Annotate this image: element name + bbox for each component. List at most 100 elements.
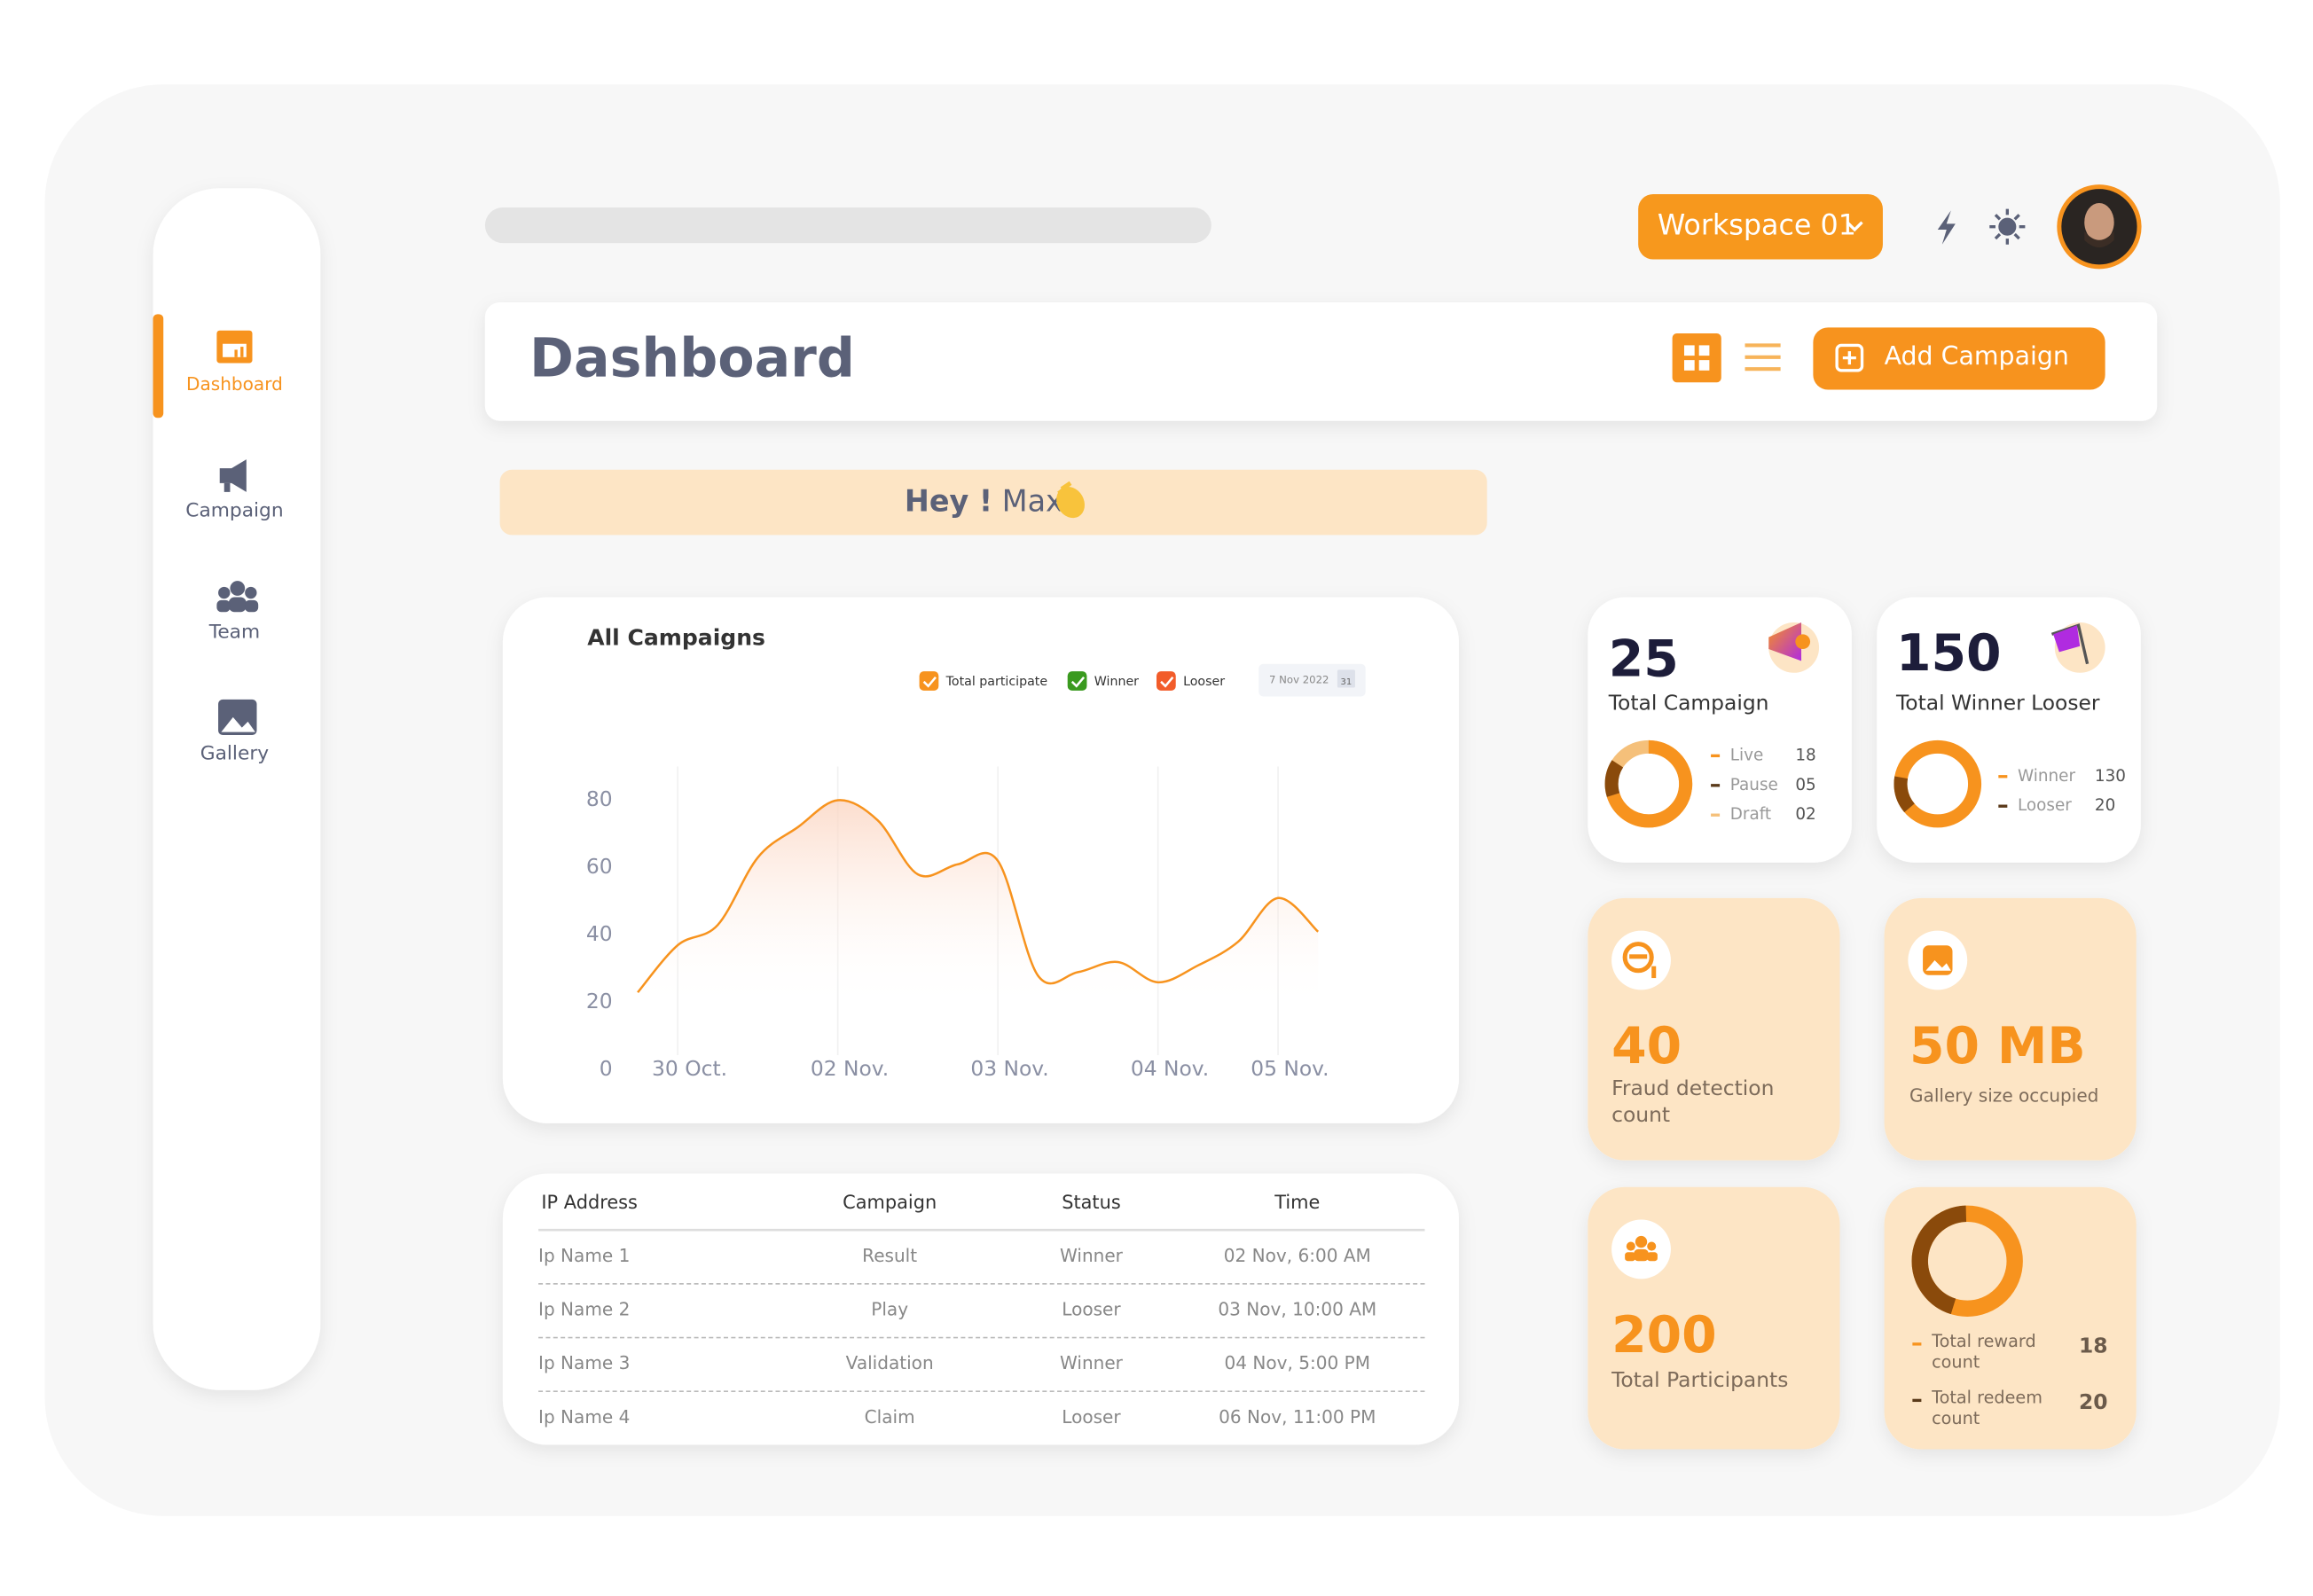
- table-cell: Validation: [846, 1352, 934, 1373]
- legend-label: Total participate: [945, 675, 1047, 689]
- table-cell: Claim: [865, 1406, 915, 1428]
- plus-icon: [1835, 343, 1864, 372]
- search-bar[interactable]: [484, 207, 1211, 244]
- dashboard-icon: [216, 330, 253, 364]
- add-campaign-label: Add Campaign: [1885, 341, 2069, 371]
- team-icon: [216, 581, 259, 613]
- grid-view-toggle[interactable]: [1672, 333, 1721, 383]
- area: [638, 800, 1319, 1011]
- table-cell: 02 Nov, 6:00 AM: [1224, 1245, 1371, 1266]
- check: [922, 676, 937, 688]
- legend-label: Total reward count: [1932, 1330, 2036, 1373]
- campaign-icon: [219, 459, 247, 492]
- page-title: Dashboard: [529, 327, 855, 389]
- gallery-size-icon: [1908, 930, 1968, 990]
- gallery-icon: [218, 699, 257, 735]
- megaphone-icon: [1768, 622, 1820, 673]
- table-cell: 03 Nov, 10:00 AM: [1218, 1298, 1376, 1319]
- legend-value: 02: [1795, 805, 1815, 824]
- table-cell: Play: [871, 1298, 908, 1319]
- stat-value: 40: [1611, 1017, 1682, 1076]
- nav-label: Team: [208, 622, 260, 644]
- legend-swatch: [1156, 671, 1176, 691]
- list-view-toggle[interactable]: [1745, 343, 1781, 372]
- calendar-icon: [1337, 669, 1355, 688]
- legend-value: 20: [2079, 1389, 2108, 1414]
- winner-donut: [1894, 739, 1982, 828]
- participants-icon: [1611, 1219, 1671, 1279]
- legend-swatch: [1067, 671, 1087, 691]
- y-tick-label: 20: [586, 989, 613, 1013]
- add-campaign-button[interactable]: [1813, 327, 2105, 390]
- x-tick-label: 04 Nov.: [1131, 1056, 1209, 1081]
- table-cell: Looser: [1062, 1298, 1121, 1319]
- chevron: [1846, 221, 1863, 232]
- stat-label-box: Fraud detection count: [1611, 1077, 1775, 1128]
- stat-value: 25: [1609, 630, 1679, 689]
- legend-swatch: [919, 671, 939, 691]
- stat-label: Gallery size occupied: [1909, 1084, 2098, 1106]
- header-card: [484, 301, 2158, 421]
- legend-value: 18: [1795, 746, 1815, 764]
- stat-value: 50 MB: [1909, 1017, 2086, 1076]
- table-cell: Looser: [1062, 1406, 1121, 1428]
- table-header: Campaign: [843, 1192, 937, 1213]
- line-chart: 0 20 40 60 80 30 Oct. 02 Nov. 03 Nov. 04 Nov. 05 …: [586, 671, 1329, 1081]
- rewards-card: [1884, 1186, 2137, 1450]
- calendar-day: 31: [1341, 677, 1353, 687]
- date-label: 7 Nov 2022: [1269, 674, 1329, 686]
- stat-value: 150: [1896, 624, 2002, 683]
- workspace-label: Workspace 01: [1658, 210, 1856, 242]
- table-header: IP Address: [541, 1192, 638, 1213]
- x-tick-label: 05 Nov.: [1251, 1056, 1329, 1081]
- y-tick-label: 40: [586, 921, 613, 946]
- label-box: Total redeem count: [1932, 1387, 2042, 1428]
- bolt-icon[interactable]: [1937, 210, 1956, 245]
- stat-label: Total Campaign: [1608, 690, 1769, 715]
- wave-emoji: [1056, 481, 1086, 519]
- legend-label: Looser: [1183, 675, 1225, 689]
- table-cell: 06 Nov, 11:00 PM: [1219, 1406, 1376, 1428]
- legend-label: Looser: [2018, 796, 2072, 815]
- legend-value: 130: [2095, 767, 2126, 786]
- table-cell: Ip Name 1: [538, 1245, 630, 1266]
- table-header: Status: [1062, 1192, 1121, 1213]
- table-cell: Ip Name 2: [538, 1298, 630, 1319]
- label-box: Total reward count: [1932, 1330, 2036, 1373]
- legend-label: Live: [1730, 746, 1764, 764]
- table-cell: Winner: [1060, 1352, 1124, 1373]
- chart-title: All Campaigns: [587, 624, 765, 650]
- stat-label: Total Winner Looser: [1895, 690, 2100, 715]
- stat-legends: Live 18 Pause 05 Draft 02 Winner 130 Looser 20 Tot…: [1711, 746, 2126, 1429]
- x-tick-label: 03 Nov.: [970, 1056, 1048, 1081]
- greeting-name: Max: [1002, 483, 1063, 518]
- fraud-icon: [1611, 930, 1671, 990]
- line: [637, 799, 1320, 994]
- table-card: [502, 1173, 1459, 1445]
- avatar[interactable]: [2057, 184, 2142, 270]
- sidebar: [153, 188, 321, 1390]
- legend-value: 18: [2079, 1334, 2108, 1358]
- flag-icon: [2050, 622, 2105, 673]
- theme-icon[interactable]: [1989, 208, 2026, 245]
- workspace-button[interactable]: [1638, 193, 1883, 260]
- check: [1070, 676, 1086, 688]
- y-tick-label: 0: [600, 1056, 613, 1081]
- stat-label: Fraud detection count: [1611, 1077, 1775, 1128]
- greeting-banner: [499, 469, 1487, 536]
- campaign-donut: [1604, 739, 1693, 828]
- legend-value: 05: [1795, 776, 1815, 794]
- table-cell: Ip Name 3: [538, 1352, 630, 1373]
- activity-table: IP Address Campaign Status Time Ip Name 1 Res…: [538, 1192, 1425, 1428]
- legend-label: Winner: [2018, 767, 2075, 786]
- table-cell: 04 Nov, 5:00 PM: [1225, 1352, 1371, 1373]
- nav-label: Campaign: [185, 500, 283, 522]
- check: [1160, 676, 1174, 688]
- table-cell: Result: [862, 1245, 917, 1266]
- legend-label: Draft: [1730, 805, 1771, 824]
- table-cell: Ip Name 4: [538, 1406, 630, 1428]
- greeting-hey: Hey !: [905, 483, 992, 518]
- table-cell: Winner: [1060, 1245, 1124, 1266]
